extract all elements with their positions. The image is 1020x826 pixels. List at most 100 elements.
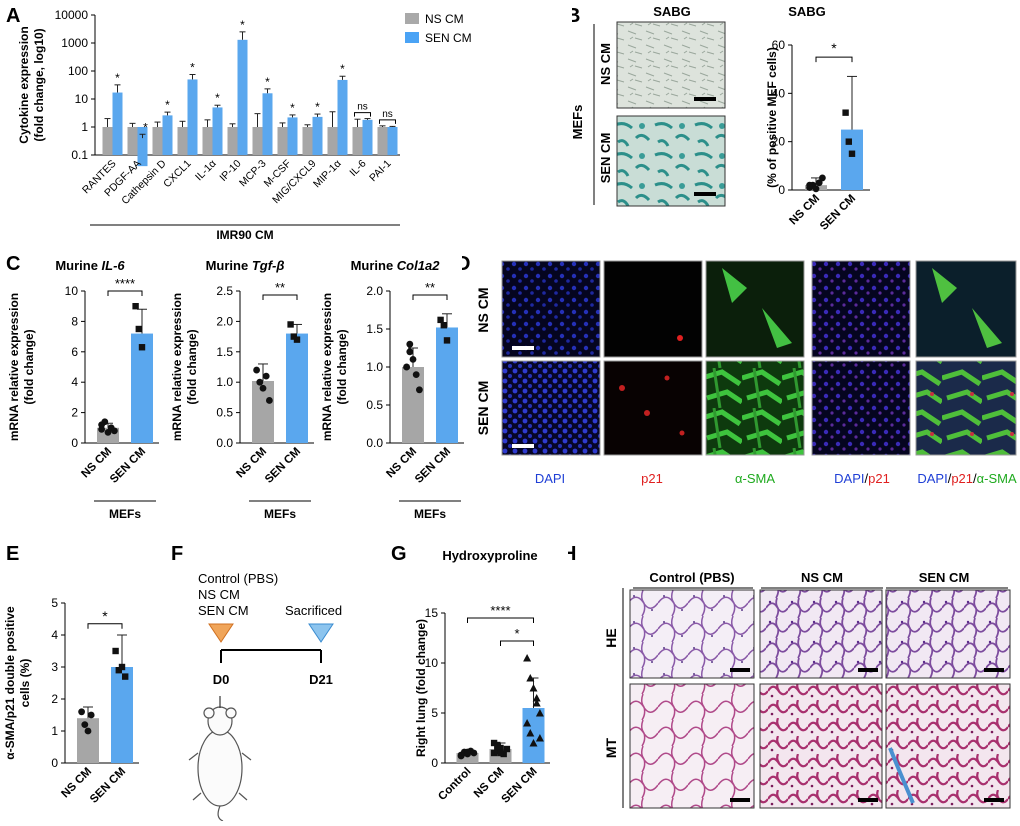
y-tick-label: 8 (71, 314, 78, 328)
bar-ns-4 (202, 127, 213, 155)
y-tick-label: 4 (51, 628, 58, 642)
data-point (812, 185, 820, 193)
legend: NS CM SEN CM (405, 12, 472, 45)
sabg-ns-cm-image (616, 21, 726, 109)
data-point (526, 674, 535, 682)
y-axis-label: (% of positive MEF cells) (765, 47, 779, 188)
sabg-sen-cm-image (616, 115, 726, 207)
bar-sen-7 (287, 117, 298, 155)
y-tick-label: 5 (431, 706, 438, 720)
data-point (535, 709, 544, 717)
y-axis-label: α-SMA/p21 double positive (3, 606, 17, 760)
data-point (293, 336, 301, 343)
significance-label: * (315, 100, 320, 114)
bar-1 (436, 327, 458, 443)
scale-bar (694, 97, 716, 101)
y-axis-label: mRNA relative expression (7, 293, 21, 441)
significance-label: * (190, 60, 195, 74)
y-tick-label: 4 (71, 375, 78, 389)
panel-label-b: B (572, 5, 580, 27)
significance-label: **** (490, 603, 510, 618)
y-tick-label: 10 (75, 92, 89, 106)
bar-1 (111, 667, 133, 763)
bar-sen-10 (362, 119, 373, 155)
significance-label: * (831, 40, 837, 56)
bar-sen-8 (312, 116, 323, 155)
data-point (87, 711, 95, 719)
image-sen-merge (915, 360, 1017, 456)
data-point (500, 750, 507, 758)
data-point (409, 356, 417, 363)
significance-label: * (240, 18, 245, 32)
bar-sen-3 (187, 79, 198, 155)
histology-control-mt (629, 683, 755, 809)
y-tick-label: 2.0 (366, 284, 383, 298)
y-tick-label: 20 (772, 135, 786, 149)
y-axis-label: mRNA relative expression (320, 293, 334, 441)
bar-ns-2 (152, 127, 163, 155)
data-point (494, 747, 501, 755)
category-label-1: SEN CM (413, 446, 453, 486)
y-tick-label: 60 (772, 38, 786, 52)
svg-text:(fold change, log10): (fold change, log10) (32, 28, 46, 141)
chart-title: Murine IL-6 (55, 258, 125, 273)
sabg-image-title: SABG (653, 4, 691, 19)
image-sen-sma (705, 360, 805, 456)
panel-label-h: H (568, 543, 576, 565)
significance-label: **** (115, 276, 135, 291)
data-point (266, 397, 273, 404)
category-label-1: SEN CM (263, 446, 303, 486)
column-label-sen-cm: SEN CM (919, 570, 970, 585)
category-label-1: SEN CM (108, 446, 148, 486)
bar-ns-11 (377, 127, 388, 155)
y-tick-label: 2.0 (216, 314, 233, 328)
row-label-sen-cm: SEN CM (598, 133, 613, 184)
significance-label: * (514, 626, 519, 641)
bar-0 (252, 380, 274, 443)
data-point (81, 721, 89, 728)
y-tick-label: 5 (51, 596, 58, 610)
category-label-3: CXCL1 (161, 158, 194, 191)
data-point (287, 321, 294, 328)
mouse-icon (188, 696, 252, 821)
image-ns-dapi (501, 260, 601, 358)
category-label-0: Control (436, 766, 473, 803)
panel-c: C Murine IL-6 0 2 4 6 8 10 mRNA relative expres… (6, 253, 464, 521)
panel-label-g: G (391, 543, 407, 565)
y-tick-label: 0 (71, 436, 78, 450)
y-tick-label: 10000 (55, 8, 89, 22)
label-dapi: DAPI (535, 471, 565, 486)
row-label-ns-cm: NS CM (598, 43, 613, 85)
label-dapi-p21: DAPI/p21 (834, 471, 890, 486)
significance-label: * (102, 608, 108, 624)
category-label-0: NS CM (787, 193, 822, 228)
column-label-control: Control (PBS) (649, 570, 734, 585)
y-tick-label: 0.5 (366, 398, 383, 412)
y-tick-label: 1.5 (216, 345, 233, 359)
image-sen-p21 (603, 360, 703, 456)
image-sen-dapi-p21 (811, 360, 911, 456)
category-label-1: SEN CM (88, 766, 128, 806)
bar-sen-9 (337, 79, 348, 155)
category-label-10: IL-6 (347, 158, 368, 179)
data-point (403, 363, 410, 371)
data-point (523, 654, 532, 662)
image-sen-dapi (501, 360, 601, 456)
y-tick-label: 2.5 (216, 284, 233, 298)
category-label-11: PAI-1 (367, 158, 394, 185)
data-point (806, 181, 813, 189)
histology-ns-mt (759, 683, 883, 809)
image-ns-p21 (603, 260, 703, 358)
data-point (532, 694, 541, 702)
histology-sen-he (885, 589, 1011, 679)
bar-sen-5 (237, 39, 248, 155)
data-point (532, 699, 541, 707)
data-point (503, 745, 511, 753)
data-point (78, 708, 85, 716)
data-point (118, 663, 126, 671)
y-tick-label: 2 (51, 692, 58, 706)
significance-label: * (115, 71, 120, 85)
y-tick-label: 10 (425, 656, 439, 670)
data-point (526, 729, 535, 737)
